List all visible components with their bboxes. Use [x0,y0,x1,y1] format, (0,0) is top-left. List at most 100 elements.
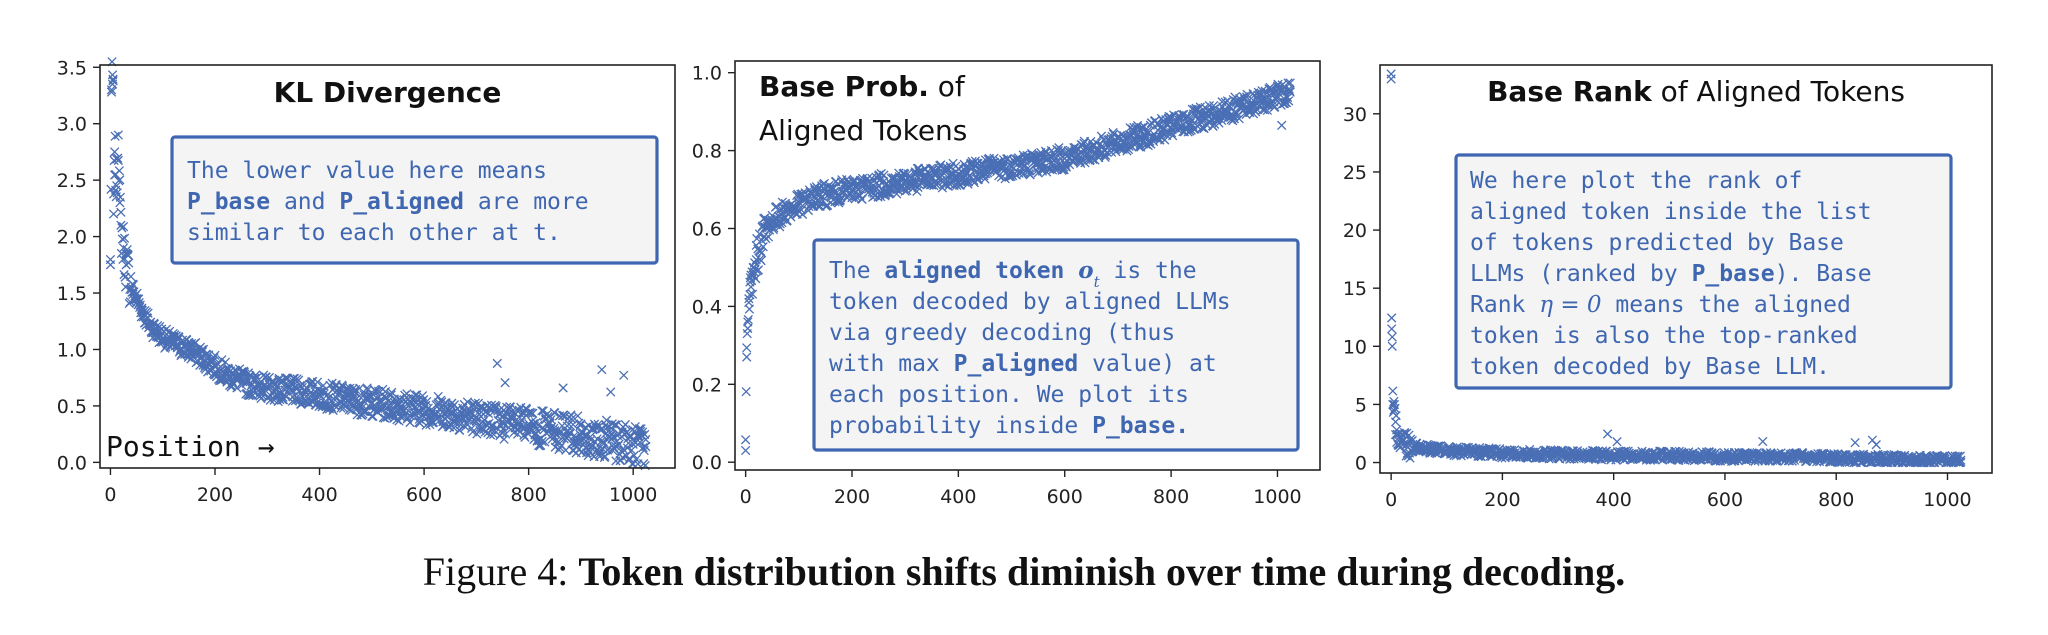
data-point [876,168,886,179]
data-point [109,147,120,157]
data-point [740,435,751,445]
data-point [242,376,253,386]
data-point [797,209,808,219]
data-point [600,451,610,461]
data-point [1282,92,1293,103]
x-tick-label: 400 [1596,489,1632,511]
data-point [758,242,768,252]
x-tick-label: 1000 [609,484,657,506]
y-tick-label: 15 [1343,278,1367,300]
data-point [752,233,762,244]
x-tick-label: 600 [1707,489,1743,511]
data-point [753,265,764,275]
data-point [742,343,752,353]
y-tick-label: 25 [1343,162,1367,184]
axes-frame [734,60,1321,471]
data-point [210,350,220,361]
data-point [525,407,535,418]
data-point [492,358,502,369]
y-tick-label: 2.5 [57,170,87,192]
data-point [1198,114,1208,124]
annotation-line: each position. We plot its [829,382,1189,408]
y-tick-label: 20 [1343,220,1367,242]
annotation-box [812,238,1300,452]
data-point [610,420,620,430]
data-point [1285,78,1295,88]
figure-caption: Figure 4: Token distribution shifts dimi… [0,548,2048,595]
x-tick-label: 0 [104,484,116,506]
data-point [209,353,219,363]
data-point [470,398,480,408]
data-point [592,434,602,444]
y-tick-label: 10 [1343,336,1367,358]
data-point [902,185,912,196]
data-point [118,221,129,232]
data-point [1197,122,1207,133]
data-point [113,155,123,166]
data-point [405,411,416,421]
data-point [134,294,144,304]
data-point [1850,437,1860,448]
data-point [601,415,612,425]
data-point [639,445,649,456]
data-point [742,352,752,362]
data-point [267,378,278,388]
data-point [558,383,568,393]
data-point [469,415,479,426]
caption-text: Token distribution shifts diminish over … [578,549,1626,594]
data-point [462,397,473,407]
data-point [1956,457,1966,467]
x-tick-label: 400 [940,486,976,508]
axes-frame [99,64,676,469]
x-tick-label: 1000 [1923,489,1971,511]
data-point [909,177,919,187]
annotation-line: aligned token inside the list [1470,199,1872,225]
data-point [330,400,340,411]
data-point [550,408,560,418]
annotation-line: token decoded by aligned LLMs [829,289,1231,315]
data-point [290,395,301,406]
y-tick-label: 5 [1355,394,1367,416]
data-point [319,389,329,399]
base-rank-panel: 0 200 400 600 800 1000 0 5 10 15 20 25 30 Base Rank o… [1343,64,1993,511]
x-tick-label: 200 [197,484,233,506]
data-point [1612,437,1622,447]
y-tick-label: 1.5 [57,283,87,305]
data-point [744,304,755,314]
data-point [1387,324,1397,334]
panel-title: Base Rank of Aligned Tokens [1487,75,1905,108]
annotation-line: Rank η = 0 means the aligned [1470,292,1851,318]
annotation-line: The aligned token ot is the [829,257,1197,291]
data-point [740,445,751,456]
y-tick-label: 0.2 [692,374,722,396]
panel-title: Base Prob. of [759,70,966,103]
data-point [126,271,136,282]
data-point [1387,313,1397,323]
data-point [1160,135,1170,145]
data-point [1391,410,1401,421]
annotation-box [1454,153,1953,390]
annotation-line: We here plot the rank of [1470,168,1802,194]
data-point [857,194,867,205]
y-tick-label: 3.5 [57,57,87,79]
data-point [638,442,648,453]
data-point [620,419,631,430]
x-tick-label: 200 [834,486,870,508]
data-point [528,408,538,418]
data-point [611,420,622,430]
data-point [1208,100,1219,111]
annotation-line: LLMs (ranked by P_base). Base [1470,261,1872,287]
data-point [312,377,323,387]
data-point [743,323,753,334]
x-tick-label: 600 [406,484,442,506]
data-point [115,192,126,202]
data-point [108,74,118,84]
data-point [1602,429,1613,439]
marker-cloud [740,78,1295,456]
data-point [809,183,819,193]
y-tick-label: 0.6 [692,218,722,240]
data-point [499,434,509,444]
y-tick-label: 0.4 [692,296,722,318]
y-tick-label: 0.5 [57,396,87,418]
data-point [113,130,123,140]
